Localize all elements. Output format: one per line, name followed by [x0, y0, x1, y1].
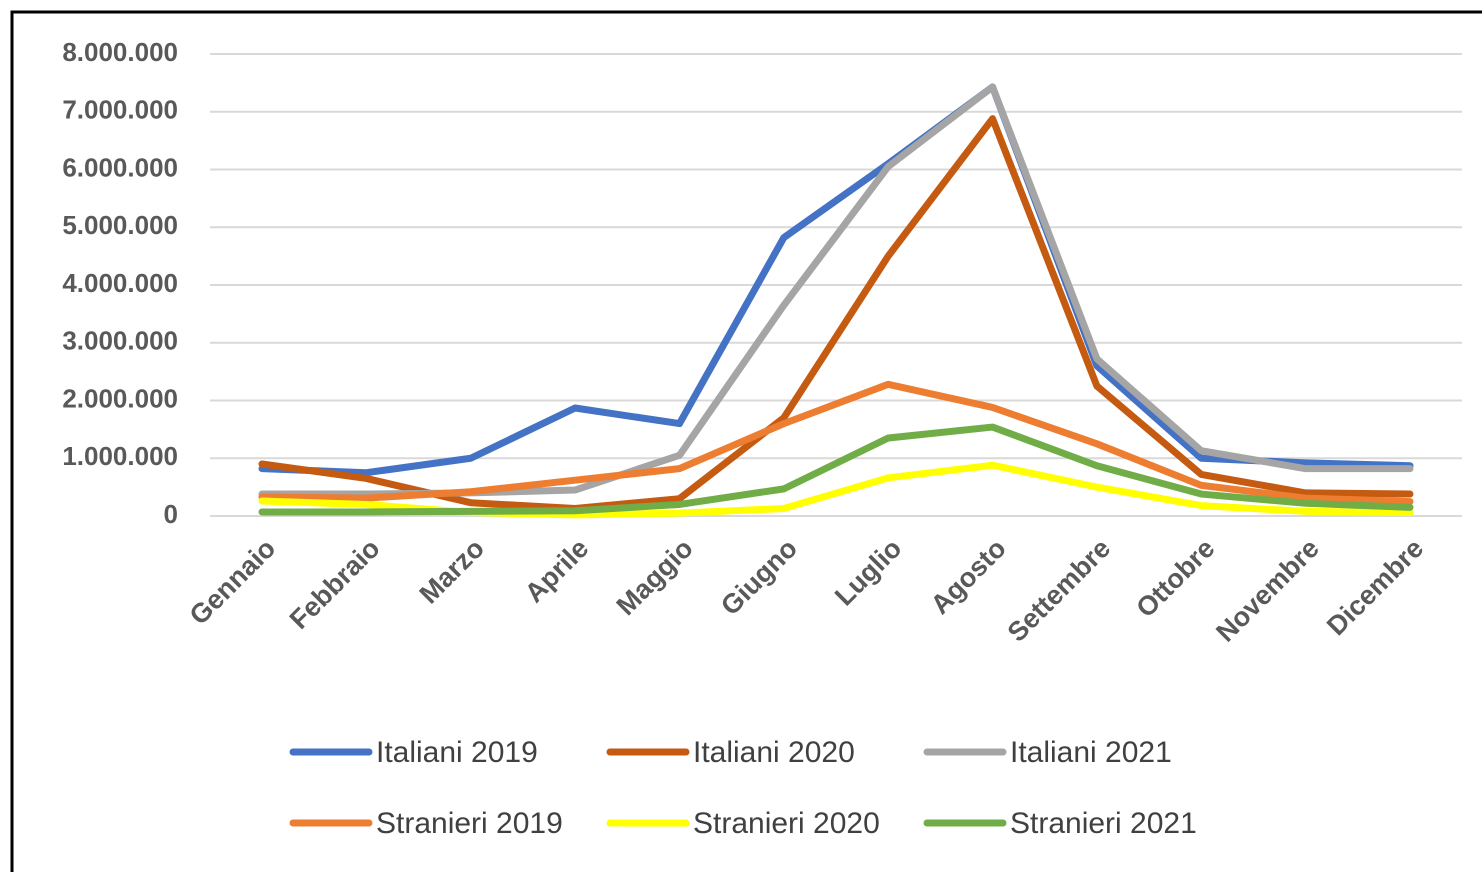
x-tick-label: Giugno	[715, 533, 803, 621]
x-tick-label: Settembre	[1002, 533, 1117, 648]
series-line	[258, 83, 1414, 498]
y-tick-label: 3.000.000	[62, 326, 178, 356]
y-tick-label: 1.000.000	[62, 441, 178, 471]
legend-label: Stranieri 2021	[1010, 807, 1197, 840]
x-tick-label: Aprile	[519, 533, 594, 608]
legend-label: Stranieri 2019	[376, 807, 563, 840]
y-tick-label: 0	[164, 499, 178, 529]
legend-label: Stranieri 2020	[693, 807, 880, 840]
series-line	[258, 423, 1414, 516]
x-tick-label: Dicembre	[1321, 533, 1429, 641]
series-line	[258, 380, 1414, 506]
y-tick-label: 7.000.000	[62, 95, 178, 125]
legend-label: Italiani 2019	[376, 736, 538, 769]
y-tick-label: 2.000.000	[62, 383, 178, 413]
x-tick-label: Gennaio	[184, 533, 282, 631]
x-tick-label: Luglio	[829, 533, 907, 611]
x-tick-label: Ottobre	[1130, 533, 1220, 623]
legend-label: Italiani 2020	[693, 736, 855, 769]
y-tick-label: 6.000.000	[62, 152, 178, 182]
x-tick-label: Febbraio	[284, 533, 386, 635]
legend-label: Italiani 2021	[1010, 736, 1172, 769]
series-line	[258, 83, 1414, 477]
x-tick-label: Marzo	[414, 533, 490, 609]
y-tick-label: 5.000.000	[62, 210, 178, 240]
y-tick-label: 4.000.000	[62, 268, 178, 298]
y-tick-label: 8.000.000	[62, 37, 178, 67]
x-tick-label: Maggio	[611, 533, 699, 621]
x-tick-label: Novembre	[1210, 533, 1325, 648]
series-line	[258, 115, 1414, 512]
x-tick-label: Agosto	[925, 533, 1012, 620]
chart-frame	[10, 10, 1482, 872]
